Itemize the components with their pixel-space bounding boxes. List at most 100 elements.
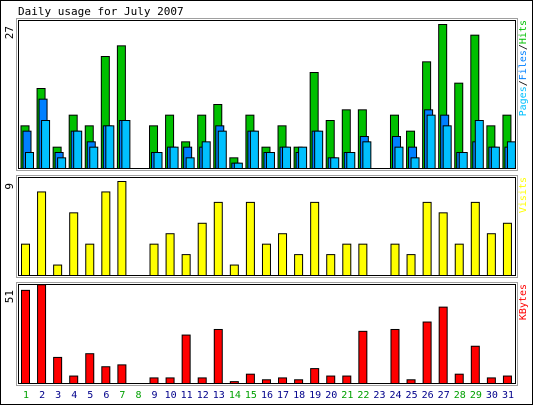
bar-pages-day-20 xyxy=(330,157,340,169)
day-label-2: 2 xyxy=(39,390,45,401)
bar-kbytes-day-31 xyxy=(502,375,512,384)
bar-kbytes-day-12 xyxy=(197,377,207,385)
bar-pages-day-28 xyxy=(458,152,468,169)
bar-kbytes-day-28 xyxy=(454,373,464,385)
bar-kbytes-day-2 xyxy=(37,284,47,384)
bar-pages-day-3 xyxy=(57,157,67,169)
bar-visits-day-27 xyxy=(438,212,448,276)
bar-visits-day-25 xyxy=(406,254,416,277)
day-label-11: 11 xyxy=(181,390,193,401)
legend-entry: Visits xyxy=(518,177,529,213)
bar-kbytes-day-22 xyxy=(358,330,368,385)
day-label-15: 15 xyxy=(245,390,257,401)
legend-entry: KBytes xyxy=(518,284,529,320)
bar-visits-day-14 xyxy=(229,264,239,276)
legend-entry: Files xyxy=(518,50,529,80)
bar-kbytes-day-17 xyxy=(278,377,288,385)
bar-pages-day-22 xyxy=(362,141,372,169)
bar-kbytes-day-11 xyxy=(181,334,191,385)
day-label-14: 14 xyxy=(229,390,241,401)
day-label-7: 7 xyxy=(119,390,125,401)
bar-kbytes-day-13 xyxy=(213,328,223,384)
day-label-29: 29 xyxy=(470,390,482,401)
bar-kbytes-day-18 xyxy=(294,379,304,384)
bar-pages-day-7 xyxy=(121,120,131,169)
bar-pages-day-25 xyxy=(410,157,420,169)
bar-pages-day-26 xyxy=(426,114,436,169)
bar-pages-day-19 xyxy=(314,130,324,170)
day-label-10: 10 xyxy=(165,390,177,401)
bar-pages-day-30 xyxy=(490,146,500,170)
bar-pages-day-18 xyxy=(298,146,308,170)
bar-visits-day-6 xyxy=(101,191,111,276)
bar-kbytes-day-10 xyxy=(165,377,175,385)
bar-visits-day-28 xyxy=(454,243,464,277)
day-label-24: 24 xyxy=(389,390,401,401)
bar-kbytes-day-6 xyxy=(101,366,111,384)
bar-pages-day-31 xyxy=(506,141,516,169)
panel-frame-shadow xyxy=(16,175,518,278)
bar-pages-day-24 xyxy=(394,146,404,170)
y-max-label: 27 xyxy=(3,26,16,39)
bar-pages-day-4 xyxy=(73,130,83,170)
day-label-18: 18 xyxy=(293,390,305,401)
bar-kbytes-day-14 xyxy=(229,381,239,385)
bar-visits-day-18 xyxy=(294,254,304,277)
bar-pages-day-9 xyxy=(153,152,163,169)
bar-visits-day-31 xyxy=(502,222,512,276)
bar-kbytes-day-20 xyxy=(326,375,336,384)
bar-kbytes-day-7 xyxy=(117,364,127,385)
day-label-23: 23 xyxy=(373,390,385,401)
bar-visits-day-15 xyxy=(245,201,255,276)
bar-pages-day-14 xyxy=(233,162,243,170)
bar-visits-day-26 xyxy=(422,201,432,276)
bar-visits-day-2 xyxy=(37,191,47,276)
bar-pages-day-21 xyxy=(346,152,356,169)
bar-visits-day-19 xyxy=(310,201,320,276)
panel-legend: Visits xyxy=(518,177,529,213)
bar-visits-day-10 xyxy=(165,233,175,277)
bar-kbytes-day-3 xyxy=(53,356,63,385)
bar-kbytes-day-30 xyxy=(486,377,496,385)
day-label-6: 6 xyxy=(103,390,109,401)
day-labels: 1 2 3 4 5 6 7 8 9 10 11 12 13 14 15 16 17 18 19 20 21 22 23 24 2… xyxy=(23,390,514,401)
bar-kbytes-day-9 xyxy=(149,377,159,385)
bar-pages-day-5 xyxy=(89,146,99,170)
day-label-16: 16 xyxy=(261,390,273,401)
day-label-1: 1 xyxy=(23,390,29,401)
bar-pages-day-6 xyxy=(105,125,115,170)
day-label-31: 31 xyxy=(502,390,514,401)
bar-visits-day-13 xyxy=(213,201,223,276)
panel-legend: Pages/Files/Hits xyxy=(518,20,529,116)
y-max-label: 9 xyxy=(3,183,16,190)
bar-pages-day-10 xyxy=(169,146,179,170)
legend-entry: / xyxy=(518,80,529,86)
day-label-8: 8 xyxy=(135,390,141,401)
bar-visits-day-9 xyxy=(149,243,159,277)
day-label-28: 28 xyxy=(454,390,466,401)
bar-pages-day-29 xyxy=(474,120,484,169)
chart-title: Daily usage for July 2007 xyxy=(18,5,184,18)
bar-kbytes-day-19 xyxy=(310,368,320,385)
bar-visits-day-24 xyxy=(390,243,400,277)
day-label-5: 5 xyxy=(87,390,93,401)
panel-legend: KBytes xyxy=(518,284,529,320)
bar-pages-day-15 xyxy=(249,130,259,170)
day-label-13: 13 xyxy=(213,390,225,401)
panel-frame-shadow xyxy=(16,18,518,171)
bar-kbytes-day-21 xyxy=(342,375,352,384)
day-label-27: 27 xyxy=(438,390,450,401)
bar-kbytes-day-16 xyxy=(261,379,271,384)
day-label-26: 26 xyxy=(422,390,434,401)
bar-visits-day-30 xyxy=(486,233,496,277)
panel-frame-shadow xyxy=(16,282,518,386)
bar-pages-day-27 xyxy=(442,125,452,170)
bar-visits-day-17 xyxy=(278,233,288,277)
bar-kbytes-day-27 xyxy=(438,306,448,384)
day-label-4: 4 xyxy=(71,390,77,401)
bar-pages-day-2 xyxy=(41,120,51,169)
bar-pages-day-16 xyxy=(265,152,275,169)
